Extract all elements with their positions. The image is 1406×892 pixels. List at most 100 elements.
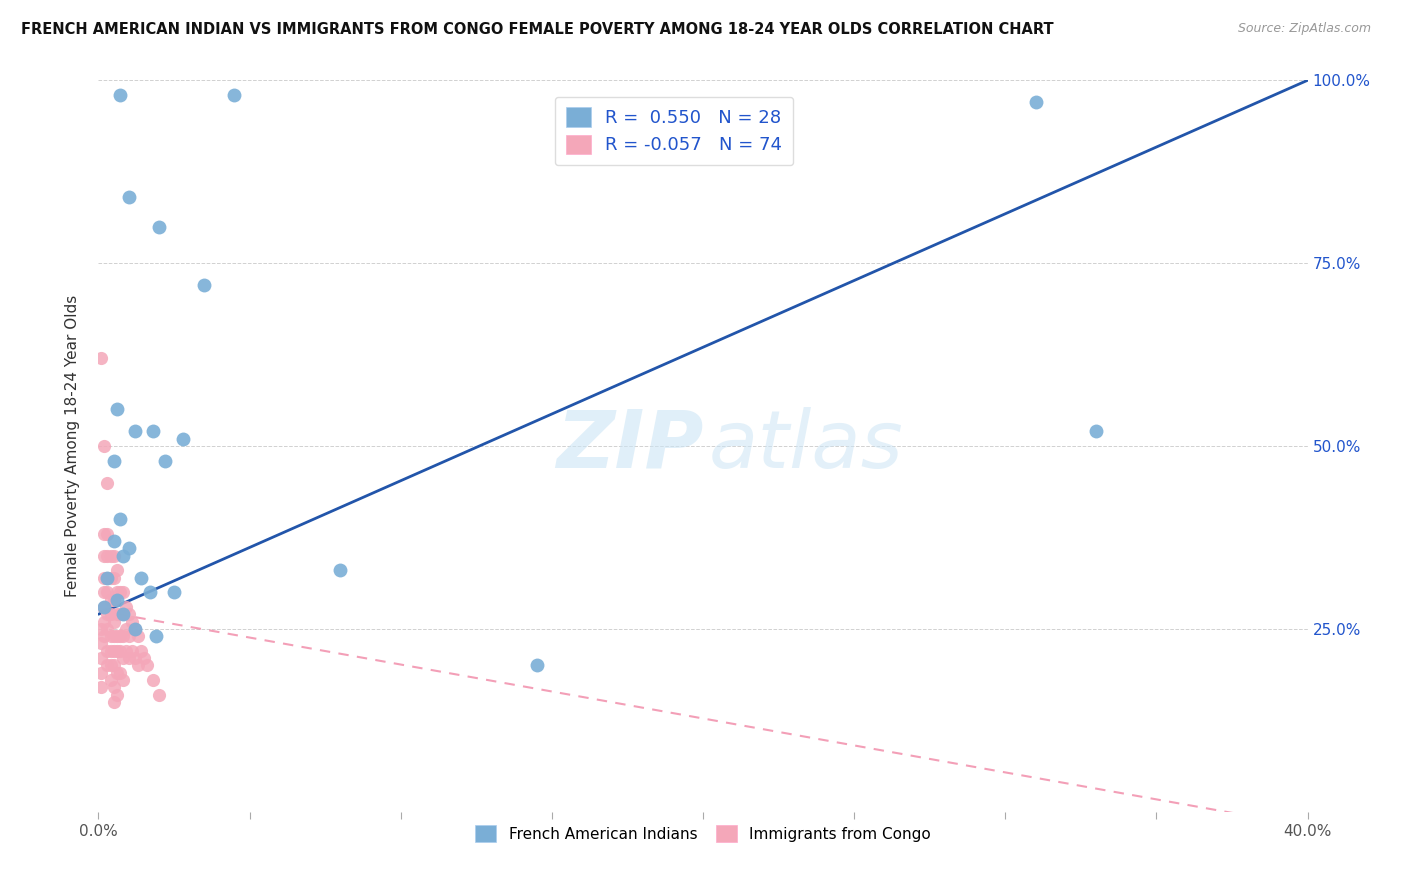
Point — [111, 585, 134, 599]
Point — [105, 607, 128, 622]
Point — [103, 534, 125, 549]
Point — [96, 549, 118, 563]
Point — [111, 651, 134, 665]
Y-axis label: Female Poverty Among 18-24 Year Olds: Female Poverty Among 18-24 Year Olds — [65, 295, 80, 597]
Point — [145, 629, 167, 643]
Point — [103, 658, 125, 673]
Text: Source: ZipAtlas.com: Source: ZipAtlas.com — [1237, 22, 1371, 36]
Point — [96, 644, 118, 658]
Text: ZIP: ZIP — [555, 407, 703, 485]
Point — [105, 592, 128, 607]
Point — [108, 665, 131, 680]
Point — [93, 549, 115, 563]
Point — [93, 599, 115, 614]
Point — [96, 475, 118, 490]
Point — [100, 673, 122, 687]
Point — [1024, 95, 1046, 110]
Point — [100, 658, 122, 673]
Point — [108, 629, 131, 643]
Point — [100, 644, 122, 658]
Point — [103, 571, 125, 585]
Point — [103, 644, 125, 658]
Point — [108, 512, 131, 526]
Point — [114, 644, 136, 658]
Point — [132, 651, 155, 665]
Point — [108, 585, 131, 599]
Point — [118, 541, 141, 556]
Point — [193, 278, 215, 293]
Point — [127, 629, 149, 643]
Point — [93, 571, 115, 585]
Text: FRENCH AMERICAN INDIAN VS IMMIGRANTS FROM CONGO FEMALE POVERTY AMONG 18-24 YEAR : FRENCH AMERICAN INDIAN VS IMMIGRANTS FRO… — [21, 22, 1053, 37]
Point — [90, 665, 112, 680]
Point — [329, 563, 352, 577]
Point — [93, 439, 115, 453]
Point — [105, 688, 128, 702]
Point — [90, 351, 112, 366]
Point — [96, 622, 118, 636]
Point — [118, 607, 141, 622]
Point — [153, 453, 176, 467]
Point — [103, 629, 125, 643]
Point — [118, 190, 141, 204]
Point — [114, 622, 136, 636]
Point — [96, 658, 118, 673]
Point — [103, 615, 125, 629]
Point — [96, 571, 118, 585]
Point — [124, 622, 146, 636]
Point — [96, 585, 118, 599]
Point — [135, 658, 157, 673]
Point — [129, 644, 152, 658]
Point — [148, 688, 170, 702]
Point — [142, 673, 165, 687]
Point — [105, 665, 128, 680]
Point — [142, 425, 165, 439]
Point — [93, 629, 115, 643]
Point — [111, 607, 134, 622]
Point — [103, 695, 125, 709]
Point — [96, 526, 118, 541]
Point — [172, 432, 194, 446]
Point — [139, 585, 162, 599]
Point — [105, 629, 128, 643]
Point — [114, 599, 136, 614]
Point — [127, 658, 149, 673]
Point — [93, 526, 115, 541]
Point — [100, 549, 122, 563]
Point — [108, 644, 131, 658]
Point — [100, 571, 122, 585]
Point — [124, 622, 146, 636]
Point — [105, 644, 128, 658]
Point — [108, 607, 131, 622]
Point — [103, 592, 125, 607]
Point — [105, 563, 128, 577]
Point — [96, 607, 118, 622]
Point — [90, 636, 112, 650]
Point — [100, 629, 122, 643]
Point — [90, 622, 112, 636]
Text: atlas: atlas — [709, 407, 904, 485]
Point — [124, 425, 146, 439]
Point — [129, 571, 152, 585]
Legend: French American Indians, Immigrants from Congo: French American Indians, Immigrants from… — [470, 819, 936, 848]
Point — [96, 571, 118, 585]
Point — [90, 651, 112, 665]
Point — [100, 607, 122, 622]
Point — [124, 651, 146, 665]
Point — [103, 453, 125, 467]
Point — [105, 402, 128, 417]
Point — [121, 644, 143, 658]
Point — [163, 585, 186, 599]
Point — [1085, 425, 1108, 439]
Point — [111, 549, 134, 563]
Point — [111, 673, 134, 687]
Point — [224, 87, 246, 102]
Point — [93, 599, 115, 614]
Point — [90, 681, 112, 695]
Point — [93, 585, 115, 599]
Point — [105, 585, 128, 599]
Point — [103, 549, 125, 563]
Point — [111, 629, 134, 643]
Point — [526, 658, 548, 673]
Point — [108, 87, 131, 102]
